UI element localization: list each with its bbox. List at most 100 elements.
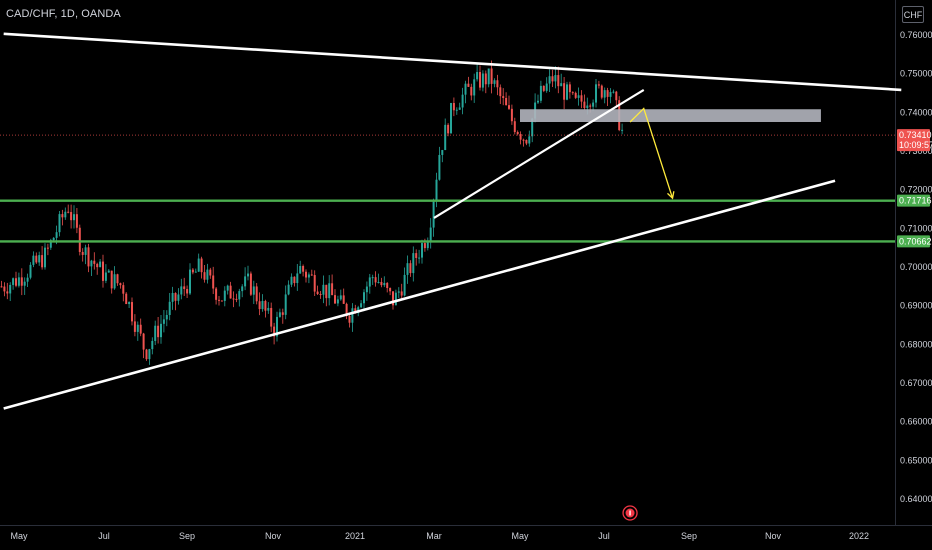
candle-body — [75, 214, 78, 228]
candle-body — [255, 286, 258, 302]
candle-body — [458, 107, 461, 110]
candle-body — [264, 300, 267, 311]
candle-body — [418, 257, 421, 259]
candle-body — [386, 283, 389, 289]
candle-body — [423, 243, 426, 249]
candle-body — [157, 325, 160, 338]
x-tick-label: 2021 — [345, 531, 365, 541]
support-level-label-bg — [897, 194, 930, 207]
candle-body — [23, 281, 26, 286]
candle-body — [15, 278, 17, 286]
event-marker-glyph — [629, 510, 631, 516]
candle-body — [12, 278, 15, 285]
candle-body — [302, 266, 305, 272]
candle-body — [148, 349, 151, 360]
candle-body — [229, 285, 232, 299]
candle-body — [574, 92, 577, 98]
candle-body — [38, 255, 41, 263]
candle-body — [142, 333, 145, 350]
candle-body — [467, 83, 470, 87]
candle-body — [545, 83, 548, 91]
candle-body — [493, 80, 496, 84]
candle-body — [508, 105, 510, 109]
candle-body — [313, 275, 316, 292]
candle-body — [154, 325, 157, 341]
candle-body — [218, 299, 220, 301]
candle-body — [287, 284, 290, 295]
y-tick-label: 0.68000 — [900, 339, 932, 349]
x-tick-label: 2022 — [849, 531, 869, 541]
candle-body — [113, 274, 116, 289]
candle-body — [6, 291, 9, 294]
candle-body — [342, 295, 345, 304]
candle-body — [531, 118, 534, 137]
candle-body — [220, 300, 223, 302]
candle-body — [116, 274, 119, 284]
candles — [0, 60, 624, 365]
candle-body — [29, 264, 32, 278]
candle-body — [499, 87, 502, 97]
candle-body — [46, 247, 49, 249]
candle-body — [615, 91, 618, 101]
candle-body — [162, 319, 165, 324]
candle-body — [360, 303, 363, 308]
candle-body — [78, 227, 81, 252]
candle-body — [128, 302, 131, 305]
candle-body — [81, 251, 84, 255]
candle-body — [516, 132, 519, 135]
candle-body — [174, 293, 177, 301]
candle-body — [278, 312, 281, 317]
candle-body — [476, 72, 479, 80]
candle-body — [621, 129, 624, 131]
candle-body — [452, 103, 455, 111]
candle-body — [325, 284, 328, 299]
candle-body — [380, 281, 383, 286]
candle-body — [194, 271, 197, 273]
y-tick-label: 0.72000 — [900, 185, 932, 195]
candle-body — [583, 101, 586, 108]
grid — [0, 0, 932, 526]
candle-body — [609, 92, 612, 97]
candle-body — [435, 179, 438, 201]
support-level-label: 0.71716 — [899, 196, 932, 206]
candle-body — [528, 136, 531, 144]
lower-trendline — [3, 179, 836, 410]
candle-body — [328, 283, 331, 299]
candle-body — [444, 124, 447, 151]
candle-body — [606, 90, 609, 97]
candle-body — [186, 289, 189, 294]
candle-body — [400, 291, 403, 296]
y-tick-label: 0.69000 — [900, 301, 932, 311]
support-level-label: 0.70662 — [899, 236, 932, 246]
candle-body — [20, 277, 23, 286]
y-tick-label: 0.74000 — [900, 107, 932, 117]
candle-body — [70, 212, 73, 221]
projection-arrowhead — [667, 191, 675, 200]
candle-body — [464, 83, 467, 95]
candle-body — [513, 121, 516, 133]
candle-body — [87, 247, 90, 267]
candle-body — [397, 291, 400, 293]
candle-body — [487, 68, 490, 85]
candle-body — [473, 79, 476, 96]
candle-body — [35, 255, 38, 263]
candle-body — [351, 308, 354, 323]
currency-button[interactable]: CHF — [902, 6, 924, 23]
candle-body — [563, 83, 566, 100]
candle-body — [490, 68, 493, 84]
candle-body — [165, 315, 168, 320]
candle-body — [55, 232, 58, 238]
candle-body — [244, 276, 247, 287]
candle-body — [90, 260, 93, 267]
candle-body — [249, 273, 252, 295]
candle-body — [168, 301, 171, 316]
candle-body — [354, 308, 357, 314]
candle-body — [592, 102, 595, 107]
candle-body — [32, 255, 35, 265]
candle-body — [247, 273, 249, 277]
candle-body — [537, 100, 539, 103]
candle-body — [557, 75, 560, 87]
candle-body — [336, 299, 339, 304]
